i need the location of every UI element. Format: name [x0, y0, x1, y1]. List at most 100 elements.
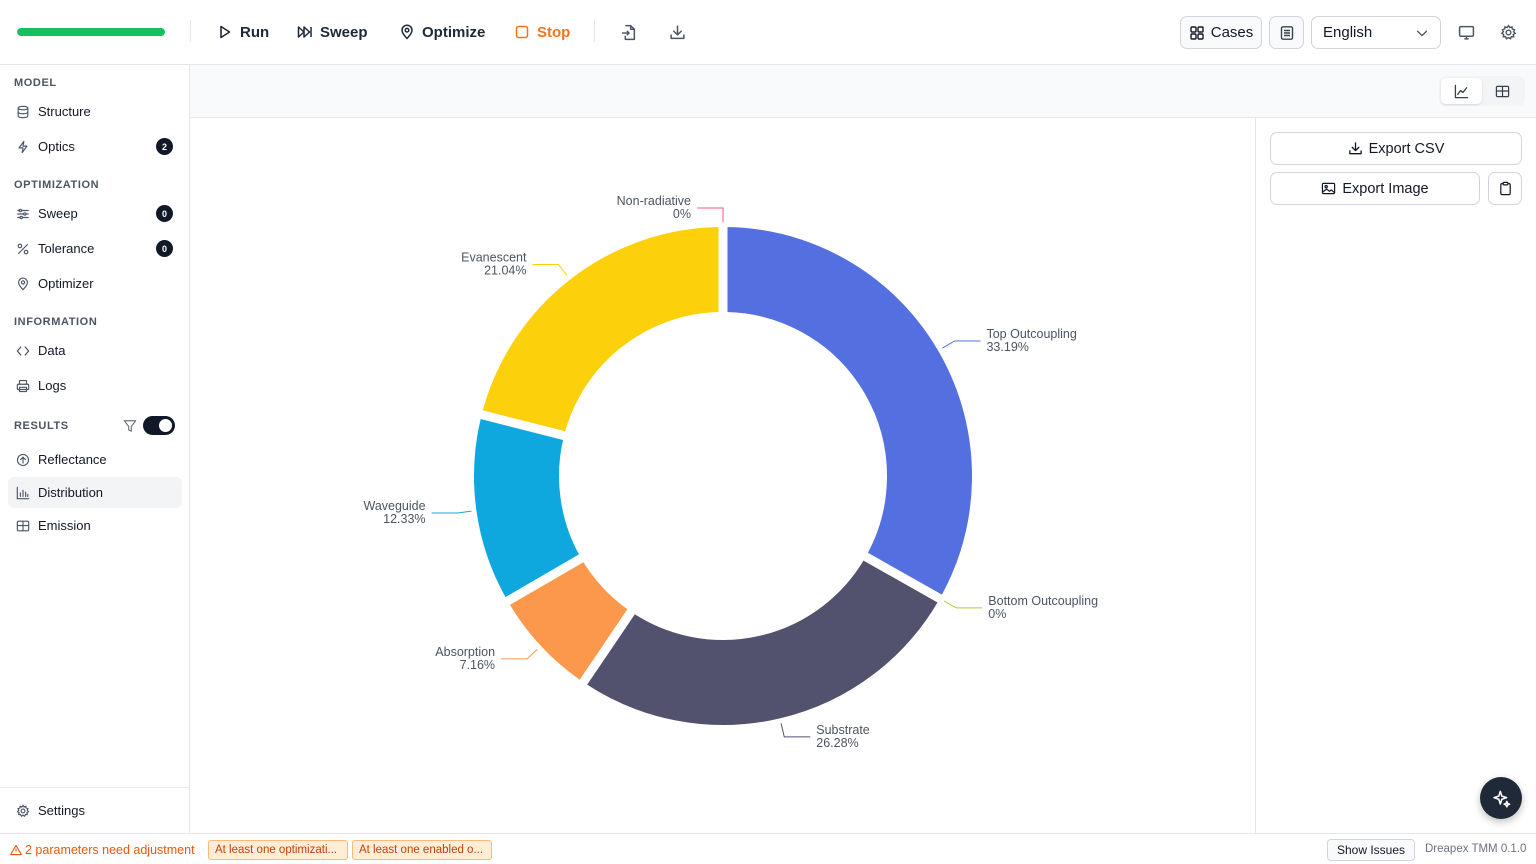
stop-square-icon: [515, 25, 529, 39]
sidebar-item-optics[interactable]: Optics 2: [8, 131, 182, 162]
sidebar-item-structure[interactable]: Structure: [8, 96, 182, 127]
leader-line: [697, 207, 724, 222]
download-icon: [1348, 142, 1362, 155]
export-image-label: Export Image: [1342, 180, 1429, 197]
sidebar-item-label: Tolerance: [38, 241, 95, 256]
view-toggle: [1439, 76, 1525, 106]
sidebar: MODEL Structure Optics 2 OPTIMIZATION Sw…: [0, 65, 190, 833]
table-icon: [16, 520, 30, 531]
issue-chip[interactable]: At least one optimizati...: [208, 840, 348, 860]
printer-icon: [16, 379, 30, 392]
table-icon: [1495, 85, 1510, 97]
language-value: English: [1323, 24, 1373, 41]
sidebar-item-label: Logs: [38, 378, 67, 393]
stop-button[interactable]: Stop: [514, 18, 570, 46]
arrow-up-circle-icon: [16, 453, 30, 466]
clipboard-icon: [1499, 181, 1511, 196]
section-label-optimization: OPTIMIZATION: [14, 179, 100, 191]
stop-label: Stop: [537, 23, 571, 41]
results-toggle[interactable]: [143, 416, 175, 435]
slice-label: Bottom Outcoupling: [988, 594, 1098, 608]
sidebar-item-distribution[interactable]: Distribution: [8, 477, 182, 508]
sidebar-item-label: Optics: [38, 139, 75, 154]
chart-view-button[interactable]: [1441, 78, 1482, 104]
warning-text: 2 parameters need adjustment: [25, 843, 195, 857]
version-label: Dreapex TMM 0.1.0: [1425, 843, 1527, 855]
slice-label: Non-radiative: [617, 194, 691, 208]
export-csv-label: Export CSV: [1368, 140, 1445, 157]
sidebar-item-optimizer[interactable]: Optimizer: [8, 268, 182, 299]
gear-icon: [16, 803, 30, 817]
language-select[interactable]: English: [1311, 16, 1441, 49]
leader-line: [942, 340, 981, 349]
slice-label: Substrate: [816, 723, 870, 737]
notes-button[interactable]: [1269, 16, 1304, 49]
donut-slice-evanescent[interactable]: [480, 225, 721, 434]
export-image-button[interactable]: Export Image: [1270, 172, 1480, 205]
sidebar-item-label: Settings: [38, 803, 85, 818]
optimize-label: Optimize: [422, 23, 486, 41]
section-label-information: INFORMATION: [14, 316, 98, 328]
export-panel: Export CSV Export Image: [1256, 118, 1536, 833]
sidebar-item-label: Sweep: [38, 206, 78, 221]
progress-bar: [17, 28, 165, 36]
sidebar-item-emission[interactable]: Emission: [8, 510, 182, 541]
warning-message[interactable]: 2 parameters need adjustment: [10, 843, 195, 857]
table-view-button[interactable]: [1482, 78, 1523, 104]
donut-slice-absorption[interactable]: [507, 559, 630, 683]
sidebar-item-logs[interactable]: Logs: [8, 370, 182, 401]
show-issues-button[interactable]: Show Issues: [1327, 839, 1415, 861]
settings-gear-button[interactable]: [1496, 20, 1520, 44]
section-label-results: RESULTS: [14, 420, 69, 432]
database-icon: [17, 105, 29, 118]
display-button[interactable]: [1454, 20, 1478, 44]
ai-assistant-button[interactable]: [1480, 777, 1522, 819]
code-icon: [16, 345, 30, 356]
cases-label: Cases: [1210, 24, 1254, 41]
toolbar-divider: [594, 20, 595, 42]
tolerance-count-badge: 0: [156, 240, 173, 257]
fast-forward-icon: [297, 26, 312, 38]
issue-chip[interactable]: At least one enabled o...: [352, 840, 492, 860]
leader-line: [780, 723, 811, 738]
sidebar-item-settings[interactable]: Settings: [8, 795, 182, 826]
export-csv-button[interactable]: Export CSV: [1270, 132, 1522, 165]
donut-slice-waveguide[interactable]: [472, 416, 582, 600]
import-button[interactable]: [616, 20, 640, 44]
slice-value-label: 26.28%: [816, 736, 858, 750]
copy-clipboard-button[interactable]: [1488, 172, 1522, 205]
slice-label: Absorption: [435, 645, 495, 659]
run-button[interactable]: Run: [217, 18, 269, 46]
sidebar-item-sweep[interactable]: Sweep 0: [8, 198, 182, 229]
sidebar-item-reflectance[interactable]: Reflectance: [8, 444, 182, 475]
slice-label: Top Outcoupling: [986, 327, 1076, 341]
sweep-button[interactable]: Sweep: [297, 18, 368, 46]
map-pin-icon: [401, 24, 413, 40]
donut-slice-substrate[interactable]: [584, 558, 940, 727]
leader-line: [532, 263, 568, 276]
image-icon: [1322, 182, 1336, 195]
line-chart-icon: [1454, 84, 1469, 98]
sidebar-item-label: Emission: [38, 518, 91, 533]
play-icon: [220, 25, 231, 39]
donut-slice-top-outcoupling[interactable]: [725, 225, 974, 597]
sidebar-item-data[interactable]: Data: [8, 335, 182, 366]
cases-button[interactable]: Cases: [1180, 16, 1262, 49]
chart-area: Top Outcoupling 33.19% Bottom Outcoupling 0…: [190, 118, 1256, 833]
sidebar-item-tolerance[interactable]: Tolerance 0: [8, 233, 182, 264]
sidebar-item-label: Optimizer: [38, 276, 94, 291]
sparkle-icon: [1492, 790, 1510, 808]
sidebar-footer: Settings: [0, 787, 190, 833]
slice-label: Evanescent: [461, 250, 527, 264]
sidebar-item-label: Distribution: [38, 485, 104, 500]
slice-value-label: 0%: [988, 607, 1006, 621]
download-button[interactable]: [665, 20, 689, 44]
filter-icon[interactable]: [123, 419, 137, 433]
section-label-model: MODEL: [14, 77, 57, 89]
toolbar-divider: [190, 20, 191, 42]
lightning-icon: [18, 140, 28, 153]
status-bar: 2 parameters need adjustment At least on…: [0, 833, 1536, 864]
sidebar-item-label: Structure: [38, 104, 91, 119]
optimize-button[interactable]: Optimize: [399, 18, 485, 46]
toggle-knob: [159, 419, 172, 432]
